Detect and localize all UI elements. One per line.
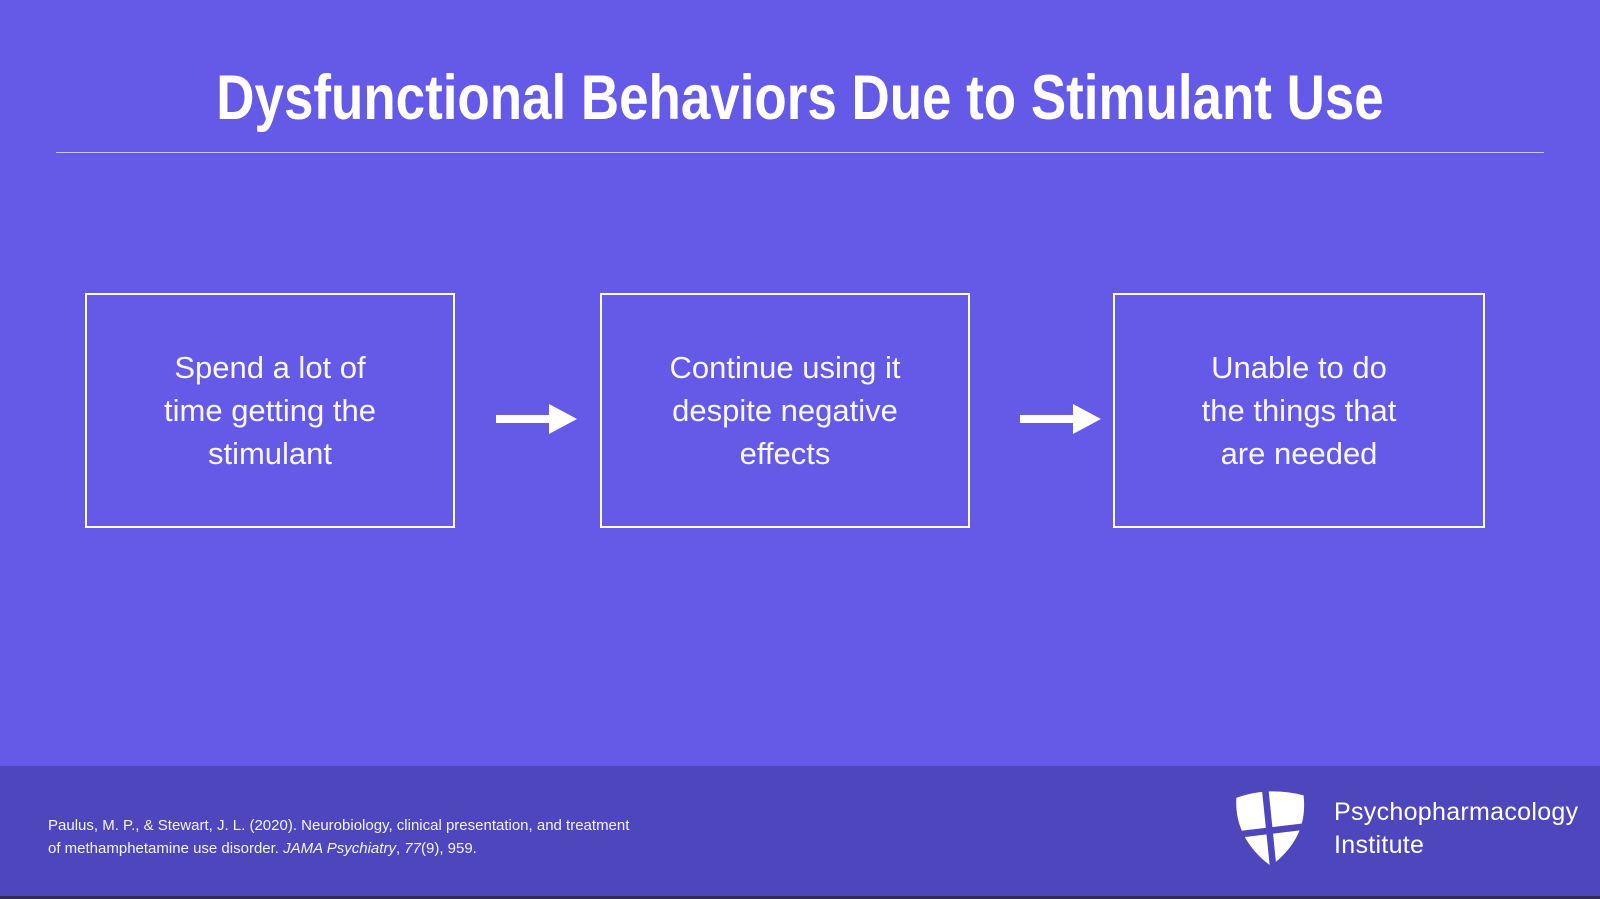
flow-box-text: Continue using it [669, 350, 901, 385]
citation-journal: JAMA Psychiatry [283, 840, 396, 857]
flow-box-text: despite negative [672, 393, 898, 428]
flow-box-text: are needed [1220, 436, 1378, 471]
citation-volume: 77 [404, 840, 421, 857]
flow-box-text: time getting the [164, 393, 376, 428]
flow-box-text: effects [739, 436, 831, 471]
flow-box-spend-time: Spend a lot of time getting the stimulan… [85, 293, 455, 528]
flow-box-text: Spend a lot of [174, 350, 366, 385]
flow-box-text: Unable to do [1211, 350, 1387, 385]
citation-sep: , [395, 840, 405, 857]
citation-line2-plain: of methamphetamine use disorder. [48, 840, 284, 857]
shield-cross-icon [1228, 788, 1312, 869]
page-title: Dysfunctional Behaviors Due to Stimulant… [216, 63, 1384, 133]
flow-box-unable-to-do: Unable to do the things that are needed [1113, 293, 1485, 528]
logo-line2: Institute [1334, 831, 1425, 859]
logo-text: Psychopharmacology Institute [1334, 796, 1578, 862]
citation-line1: Paulus, M. P., & Stewart, J. L. (2020). … [48, 817, 630, 834]
flow-box-text: stimulant [207, 436, 333, 471]
flow-box-text: the things that [1201, 393, 1397, 428]
flow-box-continue-use: Continue using it despite negative effec… [600, 293, 970, 528]
logo: Psychopharmacology Institute [1228, 788, 1578, 870]
bottom-edge [0, 896, 1600, 899]
footer: Paulus, M. P., & Stewart, J. L. (2020). … [0, 766, 1600, 899]
title-divider [56, 152, 1544, 153]
citation: Paulus, M. P., & Stewart, J. L. (2020). … [48, 814, 688, 860]
citation-end: (9), 959. [420, 840, 477, 857]
arrow-right-icon [1020, 404, 1101, 434]
logo-line1: Psychopharmacology [1334, 798, 1579, 826]
arrow-right-icon [496, 404, 577, 434]
